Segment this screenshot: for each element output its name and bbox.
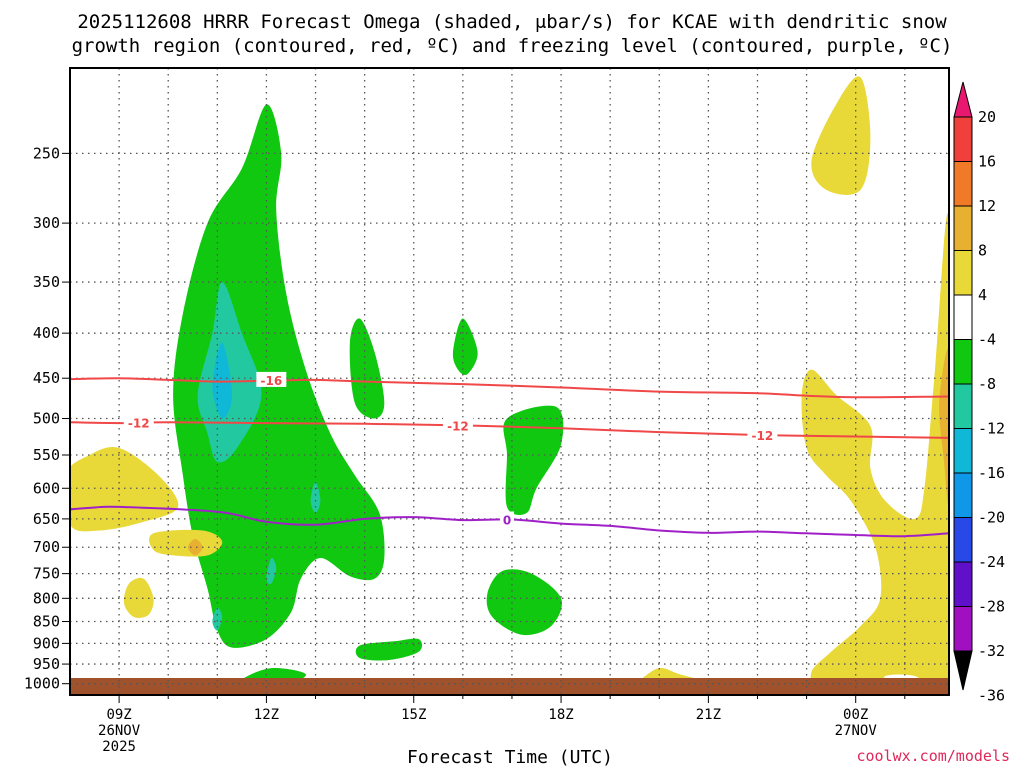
contour-label-0: -16 [260,374,282,388]
x-tick-label: 15Z [401,707,426,723]
y-tick-label: 550 [33,446,60,464]
credit-link[interactable]: coolwx.com/models [856,747,1010,765]
omega-region-11 [212,607,223,631]
colorbar-label: 4 [978,286,987,304]
x-tick-label: 18Z [548,707,573,723]
y-tick-label: 350 [33,273,60,291]
omega-region-8 [212,342,233,419]
omega-region-15 [123,577,154,618]
colorbar-box [953,161,973,207]
x-tick-label: 21Z [696,707,721,723]
x-tick-label: 00Z [843,707,868,723]
colorbar-box [953,561,973,607]
colorbar-label: 16 [978,153,996,171]
x-axis-title: Forecast Time (UTC) [407,747,613,768]
y-axis-ticks: 250 300 350 400 450 500 550 600 650 700 750 800 850 9… [24,144,70,693]
y-tick-label: 1000 [24,675,60,693]
omega-region-3 [503,405,564,515]
y-tick-label: 600 [33,479,60,497]
contour-label-3: -12 [752,429,774,443]
omega-region-9 [310,481,321,513]
y-tick-label: 500 [33,410,60,428]
x-tick-label: 2025 [102,739,136,755]
plot-frame [69,67,950,696]
y-tick-label: 250 [33,144,60,162]
x-tick-label: 27NOV [835,723,878,739]
y-tick-label: 900 [33,634,60,652]
y-tick-label: 850 [33,613,60,631]
contour-label-bg [123,414,154,430]
contour-label-2: -12 [447,419,469,433]
y-tick-label: 650 [33,510,60,528]
contour-labels: -16 -12 -12 -12 0 [123,371,778,527]
omega-region-14 [187,539,203,556]
omega-region-4 [486,569,562,636]
colorbar-label: -20 [978,509,1005,527]
omega-shaded-regions [70,76,949,695]
colorbar-box [953,116,973,162]
contour-label-1: -12 [128,416,150,430]
colorbar-top-arrow [953,81,973,118]
ground-surface [70,678,949,695]
colorbar-label: -36 [978,687,1005,705]
colorbar-box [953,472,973,518]
y-tick-label: 300 [33,214,60,232]
colorbar-label: -32 [978,642,1005,660]
grid-lines [70,68,949,695]
chart-title-line2: growth region (contoured, red, ºC) and f… [72,35,953,57]
colorbar-bottom-arrow [953,650,973,691]
colorbar-label: -8 [978,375,996,393]
contour-label-bg [500,511,515,527]
colorbar-box [953,606,973,652]
colorbar-label: -24 [978,553,1005,571]
contour-label-bg [442,417,473,433]
colorbar-box [953,383,973,429]
omega-region-13 [149,529,223,557]
colorbar-label: -16 [978,464,1005,482]
colorbar-label: -4 [978,331,996,349]
colorbar-box [953,294,973,340]
omega-region-2 [452,318,478,376]
x-tick-label: 12Z [254,707,279,723]
colorbar-label: 20 [978,108,996,126]
colorbar-label: -12 [978,420,1005,438]
omega-region-17 [801,213,949,695]
y-tick-label: 400 [33,324,60,342]
x-tick-label: 26NOV [98,723,141,739]
omega-region-16 [811,76,871,195]
colorbar-label: -28 [978,598,1005,616]
colorbar-box [953,250,973,296]
omega-region-10 [266,557,277,585]
omega-region-5 [355,638,423,661]
x-tick-label: 09Z [106,707,131,723]
contour-line-0 [70,377,949,399]
y-tick-label: 450 [33,369,60,387]
contour-label-4: 0 [503,513,511,527]
colorbar-box [953,205,973,251]
y-tick-label: 800 [33,589,60,607]
colorbar: 20 16 12 8 4 -4 -8 -12 -16 -20 -24 -28 -32 -36 [953,81,1005,705]
omega-region-1 [349,318,385,419]
colorbar-box [953,428,973,474]
omega-region-18 [939,348,949,506]
colorbar-label: 8 [978,242,987,260]
colorbar-box [953,339,973,385]
contour-label-bg [747,427,778,443]
colorbar-label: 12 [978,197,996,215]
chart-title-line1: 2025112608 HRRR Forecast Omega (shaded, … [77,11,947,33]
contour-label-bg [256,371,287,387]
y-tick-label: 750 [33,565,60,583]
omega-region-12 [70,447,179,532]
y-tick-label: 700 [33,538,60,556]
y-tick-label: 950 [33,655,60,673]
colorbar-box [953,517,973,563]
